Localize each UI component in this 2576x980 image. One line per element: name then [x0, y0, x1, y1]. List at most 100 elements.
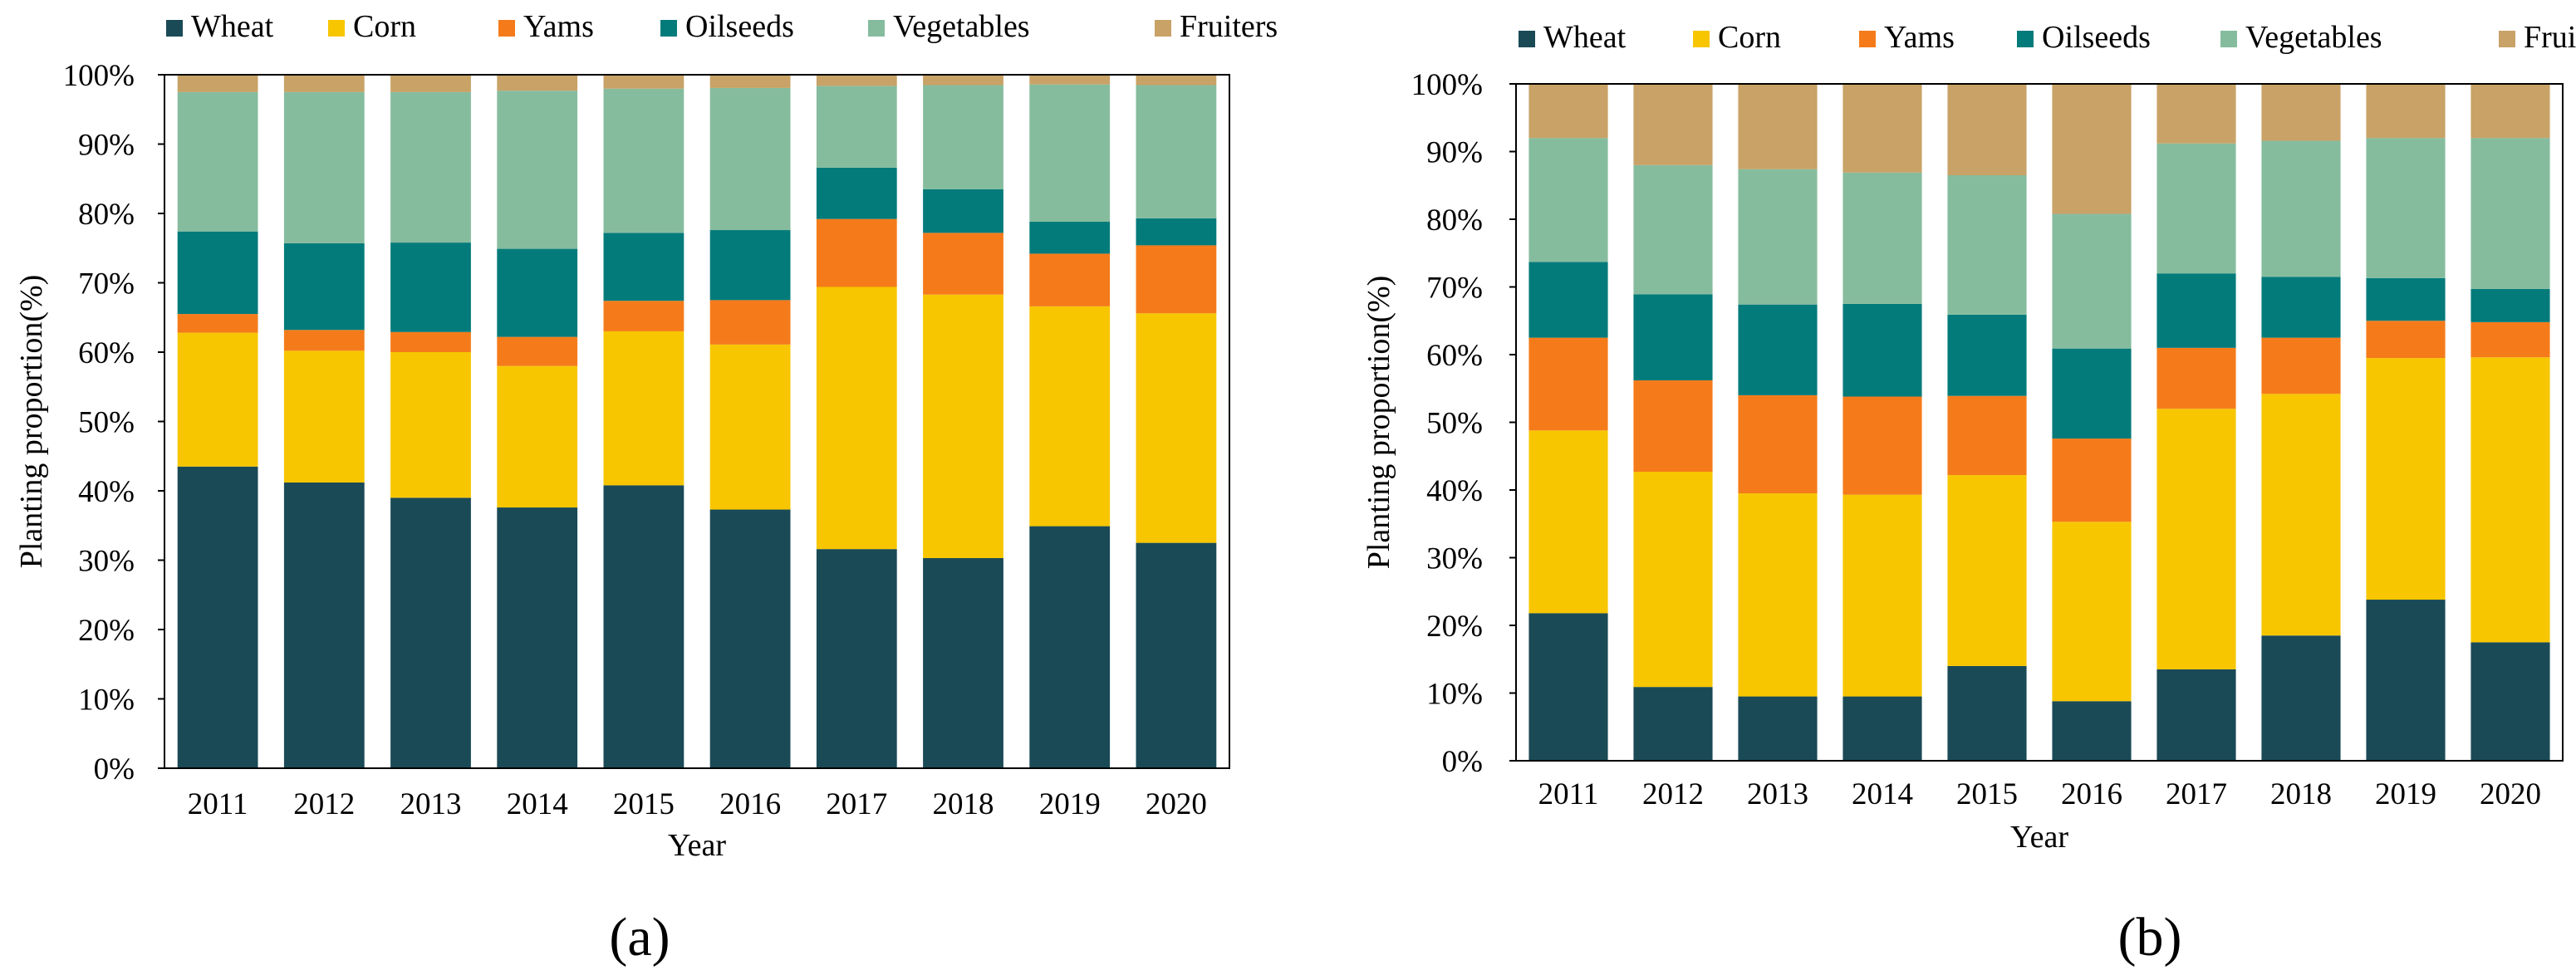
x-tick-label: 2017	[2166, 777, 2227, 811]
bar-oilseeds-2016	[2052, 348, 2132, 439]
bar-wheat-2012	[283, 482, 365, 768]
legend-swatch	[1693, 31, 1710, 47]
bar-vegetables-2018	[2261, 140, 2341, 277]
legend-item-vegetables: Vegetables	[868, 9, 1030, 44]
y-tick-label: 40%	[78, 475, 135, 509]
x-tick-label: 2012	[1642, 777, 1704, 811]
bar-oilseeds-2018	[2261, 277, 2341, 338]
bar-yams-2013	[390, 331, 471, 352]
bar-wheat-2011	[1528, 613, 1608, 761]
bar-oilseeds-2012	[283, 243, 365, 331]
legend-label: Corn	[353, 9, 416, 44]
y-axis-label: Planting proportion(%)	[14, 275, 49, 569]
bar-fruiters-2013	[390, 75, 471, 92]
legend-item-fruiters: Fruiters	[2499, 20, 2576, 55]
bar-yams-2016	[709, 300, 791, 345]
legend-swatch	[1859, 31, 1876, 47]
legend-item-vegetables: Vegetables	[2220, 20, 2382, 55]
x-tick-label: 2013	[400, 787, 462, 821]
bar-wheat-2015	[603, 485, 684, 768]
bar-fruiters-2020	[2471, 84, 2550, 139]
bar-wheat-2014	[497, 507, 578, 768]
bar-vegetables-2013	[390, 91, 471, 243]
bar-yams-2012	[1633, 380, 1713, 472]
bar-corn-2013	[390, 352, 471, 498]
y-tick-label: 20%	[1426, 610, 1483, 644]
bar-oilseeds-2017	[816, 167, 897, 219]
bar-fruiters-2017	[816, 75, 897, 86]
bar-corn-2013	[1738, 493, 1818, 697]
legend-swatch	[868, 20, 885, 37]
y-axis-label: Planting proportion(%)	[1362, 276, 1396, 570]
bar-fruiters-2012	[1633, 84, 1713, 165]
bar-wheat-2011	[177, 466, 258, 768]
bar-corn-2012	[283, 350, 365, 483]
bar-corn-2011	[1528, 430, 1608, 614]
bar-vegetables-2020	[1136, 85, 1217, 218]
bar-wheat-2016	[2052, 701, 2132, 761]
bar-fruiters-2016	[709, 75, 791, 88]
legend-item-corn: Corn	[328, 9, 416, 44]
bar-yams-2020	[1136, 245, 1217, 314]
legend-label: Yams	[1884, 20, 1955, 55]
bar-wheat-2020	[1136, 542, 1217, 768]
bar-oilseeds-2014	[497, 248, 578, 337]
x-tick-label: 2018	[933, 787, 994, 821]
bar-yams-2015	[1947, 395, 2027, 476]
bar-oilseeds-2012	[1633, 294, 1713, 380]
y-tick-label: 100%	[1411, 68, 1483, 102]
legend-swatch	[2017, 31, 2034, 47]
bar-corn-2011	[177, 332, 258, 467]
x-tick-label: 2016	[2061, 777, 2122, 811]
bar-yams-2012	[283, 330, 365, 351]
bar-oilseeds-2015	[603, 233, 684, 301]
bar-wheat-2017	[2156, 669, 2236, 761]
bar-corn-2014	[1842, 494, 1922, 697]
bar-wheat-2018	[2261, 635, 2341, 761]
x-tick-label: 2013	[1747, 777, 1808, 811]
bar-wheat-2012	[1633, 687, 1713, 761]
legend-label: Fruiters	[2524, 20, 2576, 55]
bar-yams-2019	[2366, 321, 2446, 359]
bar-oilseeds-2013	[1738, 304, 1818, 395]
x-tick-label: 2016	[719, 787, 781, 821]
bar-vegetables-2016	[709, 87, 791, 231]
bar-fruiters-2018	[923, 75, 1003, 86]
bar-oilseeds-2020	[1136, 218, 1217, 246]
bar-vegetables-2015	[1947, 175, 2027, 315]
legend-swatch	[328, 20, 345, 37]
panel-b-chart: Wheat Corn Yams Oilseeds Vegetables Fruiters 0…	[1362, 20, 2576, 968]
bar-corn-2020	[2471, 357, 2550, 643]
bar-vegetables-2011	[177, 91, 258, 232]
legend-label: Corn	[1718, 20, 1781, 55]
legend-item-corn: Corn	[1693, 20, 1781, 55]
panel-a-chart: Wheat Corn Yams Oilseeds Vegetables Fruiters 0…	[14, 9, 1278, 968]
bar-fruiters-2012	[283, 75, 365, 92]
bar-wheat-2013	[1738, 696, 1818, 761]
legend-label: Wheat	[191, 9, 274, 44]
legend-item-yams: Yams	[1859, 20, 1955, 55]
bar-oilseeds-2019	[1029, 222, 1111, 254]
bar-fruiters-2014	[497, 75, 578, 91]
bar-yams-2016	[2052, 439, 2132, 522]
legend-label: Vegetables	[2245, 20, 2382, 55]
legend-label: Fruiters	[1180, 9, 1278, 44]
y-tick-label: 0%	[94, 752, 135, 786]
bar-fruiters-2019	[2366, 84, 2446, 139]
y-tick-label: 100%	[63, 59, 135, 93]
y-tick-label: 30%	[1426, 542, 1483, 576]
bar-oilseeds-2015	[1947, 314, 2027, 396]
bar-fruiters-2020	[1136, 75, 1217, 86]
y-tick-label: 50%	[78, 406, 135, 440]
bar-yams-2018	[2261, 337, 2341, 394]
bar-fruiters-2016	[2052, 84, 2132, 214]
legend-item-wheat: Wheat	[1519, 20, 1627, 55]
bar-yams-2013	[1738, 394, 1818, 494]
y-tick-label: 80%	[1426, 203, 1483, 238]
y-tick-label: 70%	[1426, 272, 1483, 306]
bar-yams-2019	[1029, 253, 1111, 306]
bar-vegetables-2018	[923, 85, 1003, 189]
bar-vegetables-2015	[603, 88, 684, 233]
y-tick-label: 90%	[78, 129, 135, 163]
